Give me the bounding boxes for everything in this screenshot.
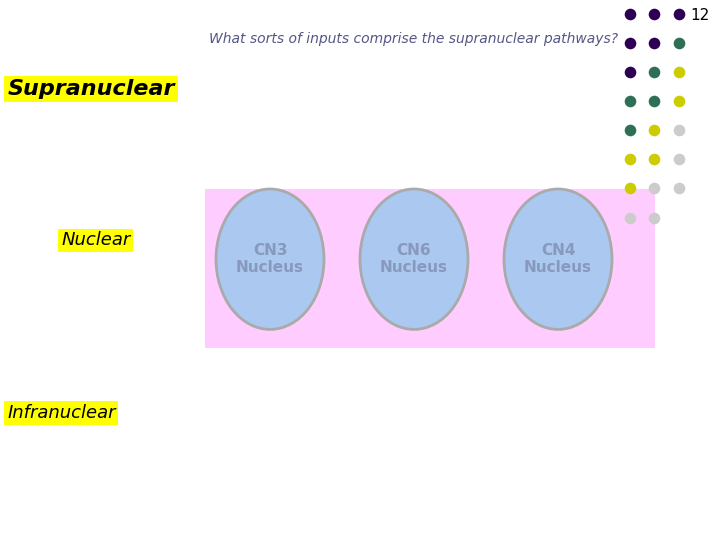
FancyBboxPatch shape <box>205 189 655 348</box>
Point <box>673 155 685 164</box>
Text: Supranuclear: Supranuclear <box>7 79 175 99</box>
Point <box>624 97 636 105</box>
Text: 12: 12 <box>690 8 709 23</box>
Point <box>649 155 660 164</box>
Point <box>624 184 636 193</box>
Ellipse shape <box>360 189 468 329</box>
Point <box>673 184 685 193</box>
Point <box>624 213 636 222</box>
Point <box>673 68 685 76</box>
Text: CN3
Nucleus: CN3 Nucleus <box>236 243 304 275</box>
Text: What sorts of inputs comprise the supranuclear pathways?: What sorts of inputs comprise the supran… <box>210 32 618 46</box>
Point <box>624 68 636 76</box>
Point <box>624 38 636 47</box>
Point <box>649 184 660 193</box>
Point <box>649 38 660 47</box>
Point <box>673 97 685 105</box>
Ellipse shape <box>216 189 324 329</box>
Point <box>624 155 636 164</box>
Point <box>649 9 660 18</box>
Point <box>624 126 636 134</box>
Text: Infranuclear: Infranuclear <box>7 404 116 422</box>
Point <box>649 97 660 105</box>
Ellipse shape <box>504 189 612 329</box>
Text: CN6
Nucleus: CN6 Nucleus <box>380 243 448 275</box>
Point <box>624 9 636 18</box>
Point <box>649 213 660 222</box>
Point <box>649 126 660 134</box>
Point <box>673 126 685 134</box>
Point <box>673 38 685 47</box>
Point <box>673 9 685 18</box>
Text: Nuclear: Nuclear <box>61 231 130 249</box>
Text: CN4
Nucleus: CN4 Nucleus <box>524 243 592 275</box>
Point <box>649 68 660 76</box>
